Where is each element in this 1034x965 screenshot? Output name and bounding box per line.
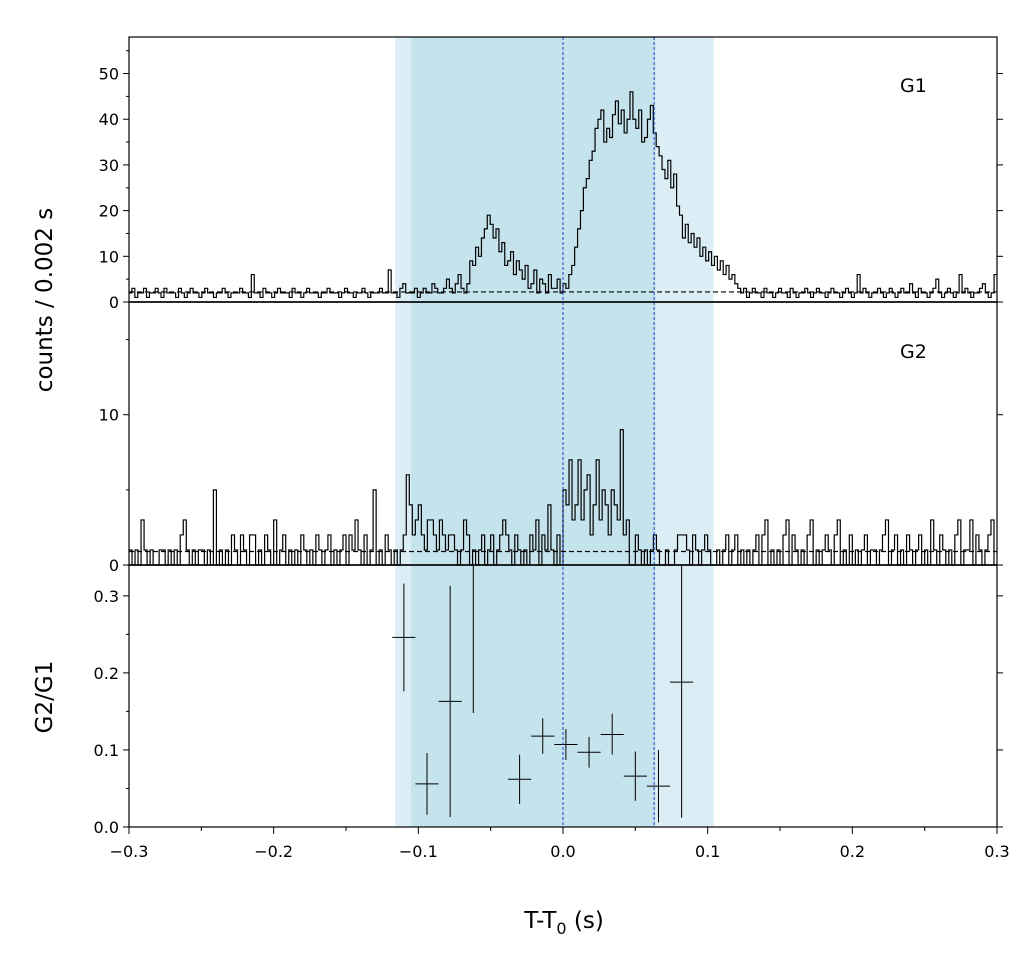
x-tick-label: 0.1 [695, 842, 720, 861]
vertical-reference-lines [562, 37, 655, 827]
y-tick-label: 10 [99, 247, 119, 266]
y-axis-title-ratio: G2/G1 [32, 661, 58, 734]
panel-label-g1: G1 [900, 75, 927, 97]
panel-label-g2: G2 [900, 341, 927, 363]
x-axis-title: T-T0 (s) [523, 908, 604, 938]
x-tick-label: −0.2 [254, 842, 293, 861]
x-axis-title-main: T-T [523, 908, 557, 934]
y-tick-label: 0.0 [94, 818, 119, 837]
x-tick-label: −0.3 [110, 842, 149, 861]
histogram-g1 [129, 91, 997, 299]
y-tick-label: 30 [99, 156, 119, 175]
panel-g2-g1 [392, 564, 694, 823]
y-axis-title-counts: counts / 0.002 s [32, 208, 58, 392]
y-tick-label: 0.2 [94, 664, 119, 683]
x-axis: −0.3 −0.2 −0.1 0.0 0.1 0.2 0.3 [110, 827, 1010, 861]
x-axis-title-subscript: 0 [556, 919, 566, 938]
y-tick-label: 40 [99, 110, 119, 129]
shaded-intervals [395, 37, 714, 827]
y-tick-label: 10 [99, 406, 119, 425]
x-tick-label: 0.0 [550, 842, 575, 861]
y-tick-label: 0 [109, 293, 119, 312]
x-tick-label: −0.1 [399, 842, 438, 861]
y-tick-label: 0.3 [94, 587, 119, 606]
y-tick-label: 20 [99, 202, 119, 221]
y-tick-label: 0.1 [94, 741, 119, 760]
y-tick-label: 50 [99, 65, 119, 84]
x-tick-label: 0.2 [840, 842, 865, 861]
y-tick-label: 0 [109, 556, 119, 575]
x-tick-label: 0.3 [984, 842, 1009, 861]
shaded-interval-1 [411, 37, 656, 827]
x-axis-title-unit: (s) [567, 908, 604, 934]
